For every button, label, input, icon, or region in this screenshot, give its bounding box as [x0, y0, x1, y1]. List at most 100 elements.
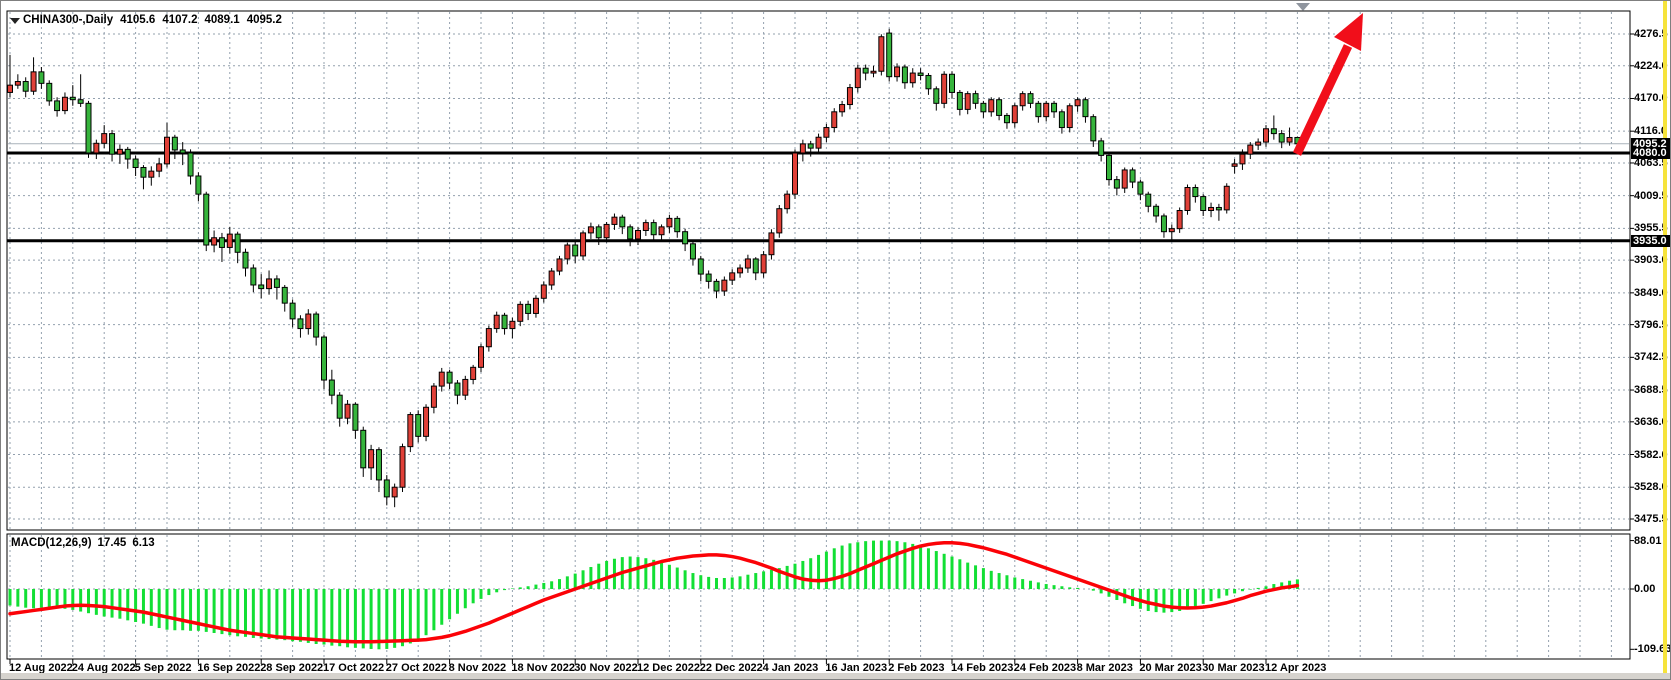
candle-body	[250, 267, 257, 286]
candle-body	[415, 414, 422, 437]
time-axis-label: 27 Oct 2022	[385, 662, 447, 674]
candle-body	[941, 73, 948, 104]
candle-body	[611, 216, 618, 225]
candle-body	[737, 267, 744, 274]
time-axis-label: 4 Jan 2023	[762, 662, 819, 674]
price-axis-label: 4224.0	[1634, 59, 1668, 72]
candle-body	[1270, 128, 1277, 135]
candle-body	[187, 152, 194, 177]
candle-body	[132, 158, 139, 169]
macd-plot-area[interactable]	[6, 533, 1631, 660]
candle-body	[949, 73, 955, 93]
macd-indicator-label: MACD(12,26,9) 17.45 6.13	[11, 537, 161, 549]
candle-body	[289, 302, 296, 320]
candle-body	[1043, 102, 1050, 118]
candle-body	[344, 403, 351, 419]
candle-body	[689, 243, 696, 260]
candle-body	[595, 226, 602, 239]
candle-body	[1192, 186, 1199, 198]
candle-body	[352, 403, 359, 431]
candle-body	[776, 208, 783, 234]
price-axis-label: 3849.0	[1634, 286, 1668, 299]
candle-body	[862, 67, 869, 74]
time-axis-label: 8 Nov 2022	[448, 662, 507, 674]
time-axis-label: 28 Sep 2022	[260, 662, 324, 674]
price-axis-label: 4009.5	[1634, 189, 1668, 202]
time-axis-label: 24 Aug 2022	[71, 662, 136, 674]
candle-body	[572, 244, 579, 257]
candle-body	[30, 71, 37, 92]
time-axis-label: 20 Mar 2023	[1139, 662, 1202, 674]
candle-body	[430, 385, 437, 408]
price-axis-label: 3475.5	[1634, 513, 1668, 525]
candle-body	[635, 229, 641, 240]
price-axis-label: 4116.0	[1634, 125, 1668, 138]
candle-body	[179, 149, 186, 154]
candle-body	[532, 297, 539, 314]
candle-body	[1098, 140, 1105, 156]
candle-body	[713, 280, 720, 292]
candle-body	[917, 72, 924, 76]
macd-signal-value: 6.13	[132, 537, 155, 549]
time-axis-label: 30 Nov 2022	[574, 662, 638, 674]
candle-body	[509, 320, 516, 330]
candle-body	[195, 175, 202, 195]
candle-body	[1255, 141, 1262, 146]
time-axis-label: 30 Mar 2023	[1202, 662, 1265, 674]
candle-body	[721, 279, 728, 292]
candle-body	[313, 313, 320, 338]
candle-body	[101, 133, 108, 144]
price-axis-label: 4276.5	[1634, 28, 1668, 40]
candle-body	[297, 318, 304, 330]
candle-body	[580, 232, 587, 257]
price-badge: 4080.0	[1631, 146, 1670, 159]
candle-body	[156, 163, 163, 172]
time-strip-bg	[1, 660, 1670, 673]
macd-axis-label: -109.63	[1634, 643, 1671, 656]
candle-body	[470, 366, 477, 380]
candle-body	[383, 479, 390, 498]
candle-body	[266, 278, 273, 290]
ohlc-high: 4107.2	[162, 14, 198, 26]
candle-body	[1184, 186, 1191, 212]
ohlc-low: 4089.1	[204, 14, 240, 26]
candle-body	[854, 67, 861, 89]
candle-body	[839, 104, 846, 113]
macd-value: 17.45	[97, 537, 127, 549]
main-plot-area[interactable]	[6, 10, 1631, 531]
candle-body	[886, 32, 893, 78]
candle-body	[7, 84, 13, 93]
candle-body	[1160, 215, 1167, 233]
symbol-dropdown-icon[interactable]	[10, 18, 20, 24]
candle-body	[109, 133, 116, 155]
candle-body	[501, 314, 508, 330]
time-axis-label: 16 Sep 2022	[197, 662, 261, 674]
candle-body	[438, 371, 445, 387]
trend-arrow-head-icon[interactable]	[1334, 13, 1363, 51]
time-axis-label: 2 Feb 2023	[888, 662, 945, 674]
candle-body	[807, 143, 814, 149]
candle-body	[1247, 144, 1254, 155]
candle-body	[1223, 185, 1230, 211]
candle-body	[619, 216, 626, 228]
chart-shift-marker-icon[interactable]	[1296, 3, 1310, 11]
macd-axis-label: 0.00	[1634, 583, 1656, 595]
candle-body	[1035, 102, 1042, 118]
window-bottom-strip	[1, 673, 1670, 679]
candle-body	[46, 82, 53, 102]
candle-body	[548, 270, 555, 286]
candle-body	[124, 148, 131, 160]
candle-body	[69, 96, 76, 101]
candle-body	[682, 231, 689, 245]
candle-body	[1019, 93, 1026, 107]
candle-body	[933, 88, 940, 104]
candle-body	[1286, 136, 1293, 143]
chart-title: CHINA300-,Daily 4105.6 4107.2 4089.1 4095.2	[23, 14, 289, 26]
candle-body	[407, 414, 414, 448]
candle-body	[870, 70, 877, 74]
candle-body	[375, 449, 382, 481]
price-axis-label: 4063.5	[1634, 156, 1668, 169]
trend-arrow-shaft[interactable]	[1292, 44, 1353, 156]
